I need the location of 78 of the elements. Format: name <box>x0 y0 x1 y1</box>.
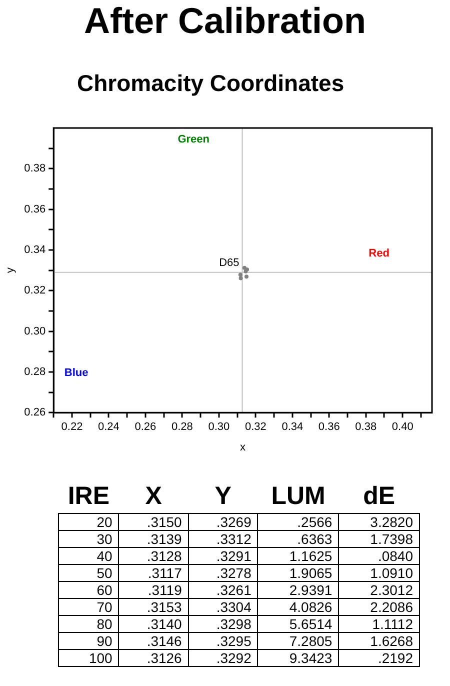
data-label: .3312 <box>188 530 258 548</box>
x-tick-label: 0.40 <box>392 421 414 434</box>
x-tick-label: LUM <box>270 482 326 512</box>
data-label: .3298 <box>188 616 258 632</box>
data-label: .3269 <box>188 514 258 530</box>
data-label: .3295 <box>188 632 258 650</box>
y-tick-label: 0.26 <box>24 406 46 419</box>
data-label: 2.2086 <box>338 598 420 616</box>
y-tick-label: 60 <box>58 582 119 598</box>
data-label: .3292 <box>188 650 258 666</box>
annotation: Green <box>178 133 210 146</box>
data-label: .3140 <box>118 616 188 632</box>
y-tick-label: 70 <box>58 598 119 616</box>
annotation: Red <box>368 247 390 260</box>
data-label: 4.0826 <box>258 598 339 616</box>
y-axis-title: y <box>4 267 17 274</box>
y-tick-label: 20 <box>58 514 119 530</box>
data-label: 7.2805 <box>258 632 339 650</box>
y-tick-label: 40 <box>58 548 119 564</box>
data-label: .2192 <box>338 650 420 666</box>
data-label: 1.6268 <box>338 632 420 650</box>
data-label: .3278 <box>188 564 258 582</box>
y-tick-label: 0.34 <box>24 244 46 256</box>
data-label: 2.9391 <box>258 582 339 598</box>
y-tick-label: 30 <box>58 530 119 548</box>
y-tick-label: 0.36 <box>24 203 46 216</box>
x-tick-label: 0.32 <box>244 421 266 434</box>
y-tick-label: 80 <box>58 616 119 632</box>
x-tick-label: 0.26 <box>134 421 156 434</box>
y-tick-label: 0.32 <box>24 284 46 297</box>
y-tick-label: 0.38 <box>24 162 46 175</box>
point <box>238 276 243 280</box>
data-label: .3261 <box>188 582 258 598</box>
chart-title: After Calibration <box>82 0 368 42</box>
data-label: .3128 <box>118 548 188 564</box>
x-tick-label: 0.30 <box>208 421 230 434</box>
data-label: 9.3423 <box>258 650 339 666</box>
y-tick-label: 90 <box>58 632 119 650</box>
data-label: 2.3012 <box>338 582 420 598</box>
x-tick-label: 0.22 <box>61 421 83 434</box>
y-axis-title: IRE <box>66 482 110 512</box>
data-label: .6363 <box>258 530 339 548</box>
data-label: .3146 <box>118 632 188 650</box>
point <box>238 272 242 277</box>
data-label: 1.9065 <box>258 564 339 582</box>
data-label: .3117 <box>118 564 188 582</box>
point <box>244 274 248 279</box>
annotation: Blue <box>64 366 88 379</box>
y-tick-label: 50 <box>58 564 119 582</box>
x-tick-label: dE <box>362 482 396 512</box>
x-tick-label: 0.24 <box>98 421 120 434</box>
data-label: 5.6514 <box>258 616 339 632</box>
x-tick-label: 0.38 <box>355 421 377 434</box>
x-tick-label: 0.28 <box>171 421 193 434</box>
x-tick-label: 0.34 <box>282 421 304 434</box>
y-tick-label: 100 <box>58 650 119 666</box>
data-label: .3153 <box>118 598 188 616</box>
x-tick-label: X <box>144 482 163 512</box>
data-label: .3126 <box>118 650 188 666</box>
data-label: 1.7398 <box>338 530 420 548</box>
data-label: .2566 <box>258 514 339 530</box>
x-axis-title: x <box>240 441 246 454</box>
data-label: .3119 <box>118 582 188 598</box>
y-tick-label: 0.30 <box>24 325 46 338</box>
annotation: D65 <box>219 256 240 269</box>
data-label: .3291 <box>188 548 258 564</box>
data-label: .3150 <box>118 514 188 530</box>
data-label: 1.0910 <box>338 564 420 582</box>
chart-subtitle: Chromacity Coordinates <box>77 70 344 97</box>
data-label: 3.2820 <box>338 514 420 530</box>
data-label: .0840 <box>338 548 420 564</box>
data-label: .3139 <box>118 530 188 548</box>
y-tick-label: 0.28 <box>24 366 46 378</box>
data-label: .3304 <box>188 598 258 616</box>
x-tick-label: 0.36 <box>318 421 340 434</box>
data-label: 1.1625 <box>258 548 339 564</box>
x-tick-label: Y <box>214 482 232 512</box>
data-label: 1.1112 <box>338 616 420 632</box>
